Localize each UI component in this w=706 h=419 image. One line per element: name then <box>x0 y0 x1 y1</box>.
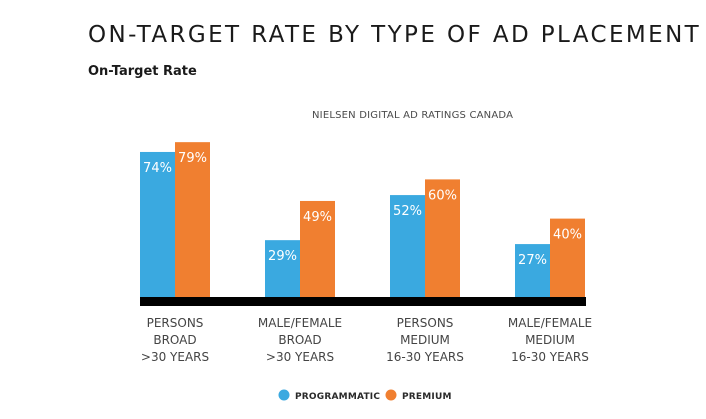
bar-programmatic-2 <box>265 240 300 297</box>
category-label-2-line-2: BROAD <box>278 333 321 347</box>
source-note: NIELSEN DIGITAL AD RATINGS CANADA <box>312 110 514 121</box>
bar-programmatic-1 <box>140 151 175 297</box>
value-label-premium-3: 60% <box>428 188 457 203</box>
category-label-2-line-1: MALE/FEMALE <box>258 316 342 330</box>
category-label-4-line-1: MALE/FEMALE <box>508 316 592 330</box>
value-label-programmatic-3: 52% <box>393 204 422 219</box>
y-axis-label: On-Target Rate <box>88 64 197 79</box>
category-label-4-line-3: 16-30 YEARS <box>511 350 589 364</box>
bar-premium-2 <box>300 200 335 297</box>
bar-programmatic-4 <box>515 244 550 297</box>
bar-premium-3 <box>425 179 460 297</box>
value-label-programmatic-2: 29% <box>268 249 297 264</box>
category-label-2-line-3: >30 YEARS <box>266 350 334 364</box>
chart-title: ON-TARGET RATE BY TYPE OF AD PLACEMENT <box>88 22 702 48</box>
value-label-premium-2: 49% <box>303 210 332 225</box>
bar-premium-1 <box>175 142 210 297</box>
baseline <box>140 297 586 306</box>
category-label-3-line-2: MEDIUM <box>400 333 450 347</box>
value-label-premium-1: 79% <box>178 151 207 166</box>
category-label-4-line-2: MEDIUM <box>525 333 575 347</box>
value-label-programmatic-1: 74% <box>143 161 172 176</box>
legend-label-programmatic: PROGRAMMATIC <box>295 392 380 402</box>
legend-label-premium: PREMIUM <box>402 392 452 402</box>
category-label-3-line-3: 16-30 YEARS <box>386 350 464 364</box>
legend-swatch-programmatic <box>278 389 290 401</box>
value-label-premium-4: 40% <box>553 228 582 243</box>
bar-premium-4 <box>550 218 585 297</box>
bar-programmatic-3 <box>390 195 425 297</box>
category-label-1-line-2: BROAD <box>153 333 196 347</box>
category-label-1-line-3: >30 YEARS <box>141 350 209 364</box>
legend-swatch-premium <box>385 389 397 401</box>
value-label-programmatic-4: 27% <box>518 253 547 268</box>
category-label-3-line-1: PERSONS <box>397 316 454 330</box>
category-label-1-line-1: PERSONS <box>147 316 204 330</box>
